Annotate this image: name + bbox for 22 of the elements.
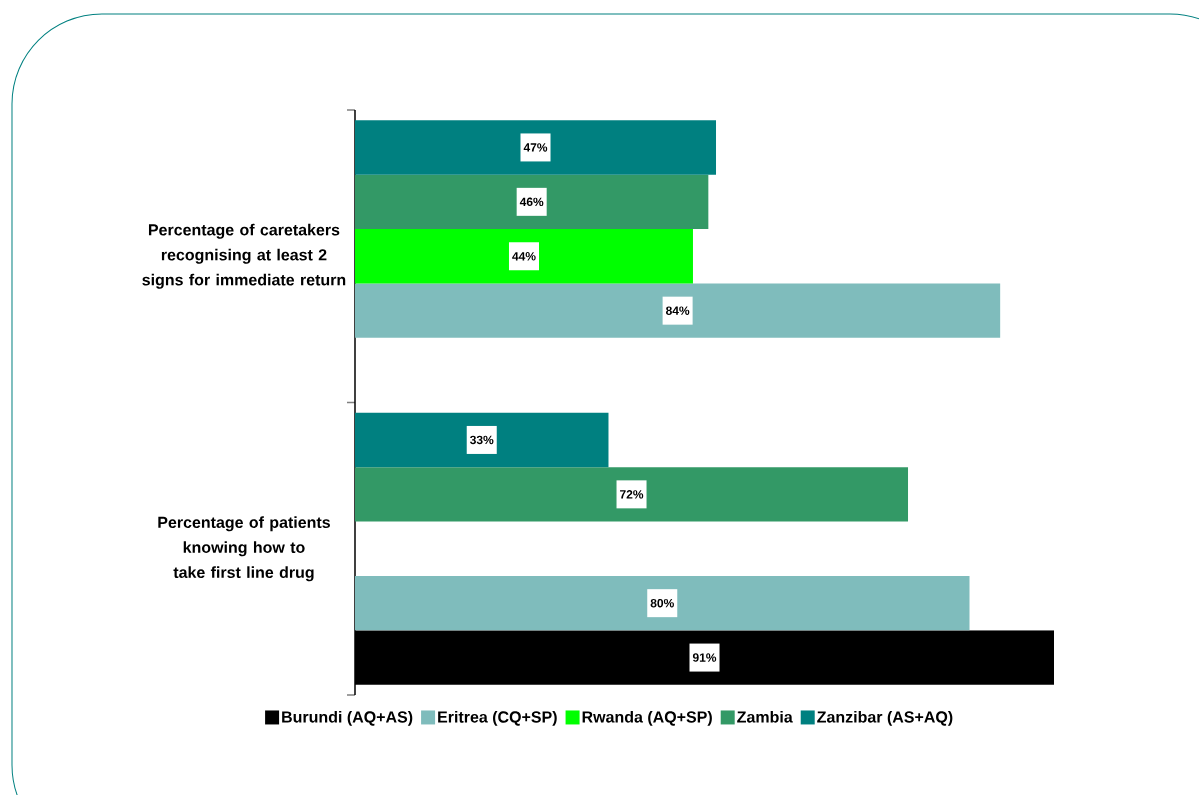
data-label: 44%	[512, 252, 536, 261]
bar	[355, 412, 609, 468]
data-label: 80%	[650, 598, 674, 608]
data-label: 84%	[665, 306, 690, 315]
data-label: 46%	[519, 197, 544, 207]
y-tick-label: Percentage of caretakers recognising at least 2 signs for immediate return	[142, 223, 346, 289]
bar	[355, 229, 693, 284]
bar	[355, 120, 717, 175]
legend-label: Rwanda (AQ+SP)	[582, 710, 712, 726]
bar	[355, 174, 709, 230]
data-label: 72%	[620, 490, 644, 499]
data-label: 91%	[692, 653, 717, 662]
legend-label: Zambia	[737, 710, 793, 723]
y-tick-label: Percentage of patients knowing how to take first line drug	[158, 516, 330, 582]
data-label: 33%	[470, 435, 494, 445]
legend-label: Burundi (AQ+AS)	[282, 710, 413, 726]
bar	[355, 575, 970, 631]
bar	[355, 283, 1001, 338]
bar	[355, 467, 909, 522]
legend-label: Zanzibar (AS+AQ)	[817, 710, 953, 726]
legend-label: Eritrea (CQ+SP)	[438, 710, 557, 726]
data-label: 47%	[523, 143, 548, 152]
